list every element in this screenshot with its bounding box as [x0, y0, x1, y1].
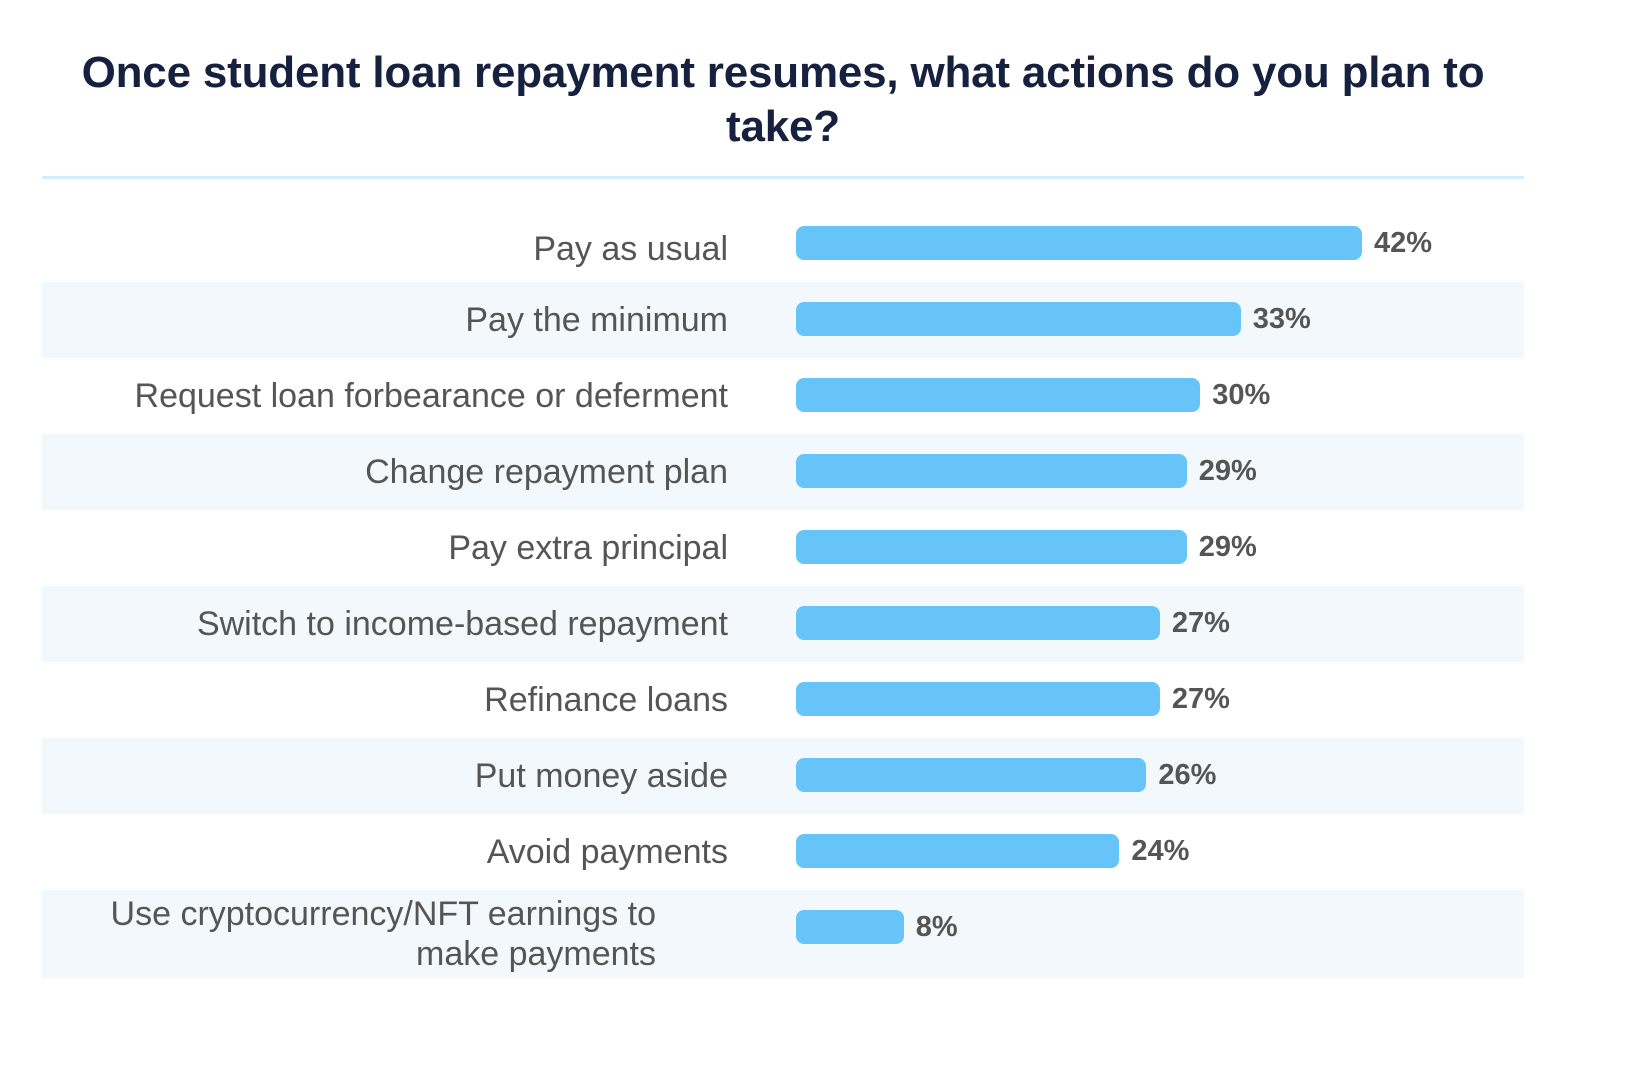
bar [796, 606, 1160, 640]
bar [796, 682, 1160, 716]
category-label: Avoid payments [486, 833, 728, 871]
value-label: 30% [1212, 379, 1271, 411]
category-label: Refinance loans [484, 681, 728, 719]
value-label: 27% [1171, 683, 1230, 715]
value-label: 33% [1252, 303, 1311, 335]
chart-row: Change repayment plan 29% [42, 434, 1524, 510]
chart-row: Use cryptocurrency/NFT earnings to make … [42, 890, 1524, 978]
category-label: Put money aside [474, 757, 728, 795]
value-label: 26% [1158, 759, 1217, 791]
chart-row: Pay as usual 42% [42, 216, 1524, 282]
chart-row: Pay the minimum 33% [42, 282, 1524, 358]
category-label: Change repayment plan [365, 453, 728, 491]
category-label: Use cryptocurrency/NFT earnings to make … [110, 895, 656, 973]
bar [796, 454, 1187, 488]
bar-chart: Pay as usual 42% Pay the minimum 33% Request… [42, 216, 1524, 978]
bar [796, 530, 1187, 564]
chart-row: Pay extra principal 29% [42, 510, 1524, 586]
bar [796, 226, 1362, 260]
bar [796, 834, 1120, 868]
chart-row: Refinance loans 27% [42, 662, 1524, 738]
title-divider [42, 176, 1524, 179]
category-label: Pay the minimum [465, 301, 728, 339]
value-label: 8% [915, 911, 958, 943]
value-label: 42% [1374, 227, 1433, 259]
value-label: 27% [1171, 607, 1230, 639]
category-label: Pay extra principal [448, 529, 728, 567]
chart-row: Avoid payments 24% [42, 814, 1524, 890]
chart-row: Switch to income-based repayment 27% [42, 586, 1524, 662]
bar [796, 758, 1147, 792]
category-label: Request loan forbearance or deferment [134, 377, 728, 415]
category-label: Switch to income-based repayment [196, 605, 728, 643]
chart-row: Request loan forbearance or deferment 30% [42, 358, 1524, 434]
value-label: 29% [1198, 531, 1257, 563]
value-label: 24% [1131, 835, 1190, 867]
bar [796, 302, 1241, 336]
category-label: Pay as usual [533, 230, 728, 268]
bar [796, 910, 904, 944]
chart-title: Once student loan repayment resumes, wha… [81, 48, 1485, 151]
value-label: 29% [1198, 455, 1257, 487]
chart-row: Put money aside 26% [42, 738, 1524, 814]
bar [796, 378, 1201, 412]
